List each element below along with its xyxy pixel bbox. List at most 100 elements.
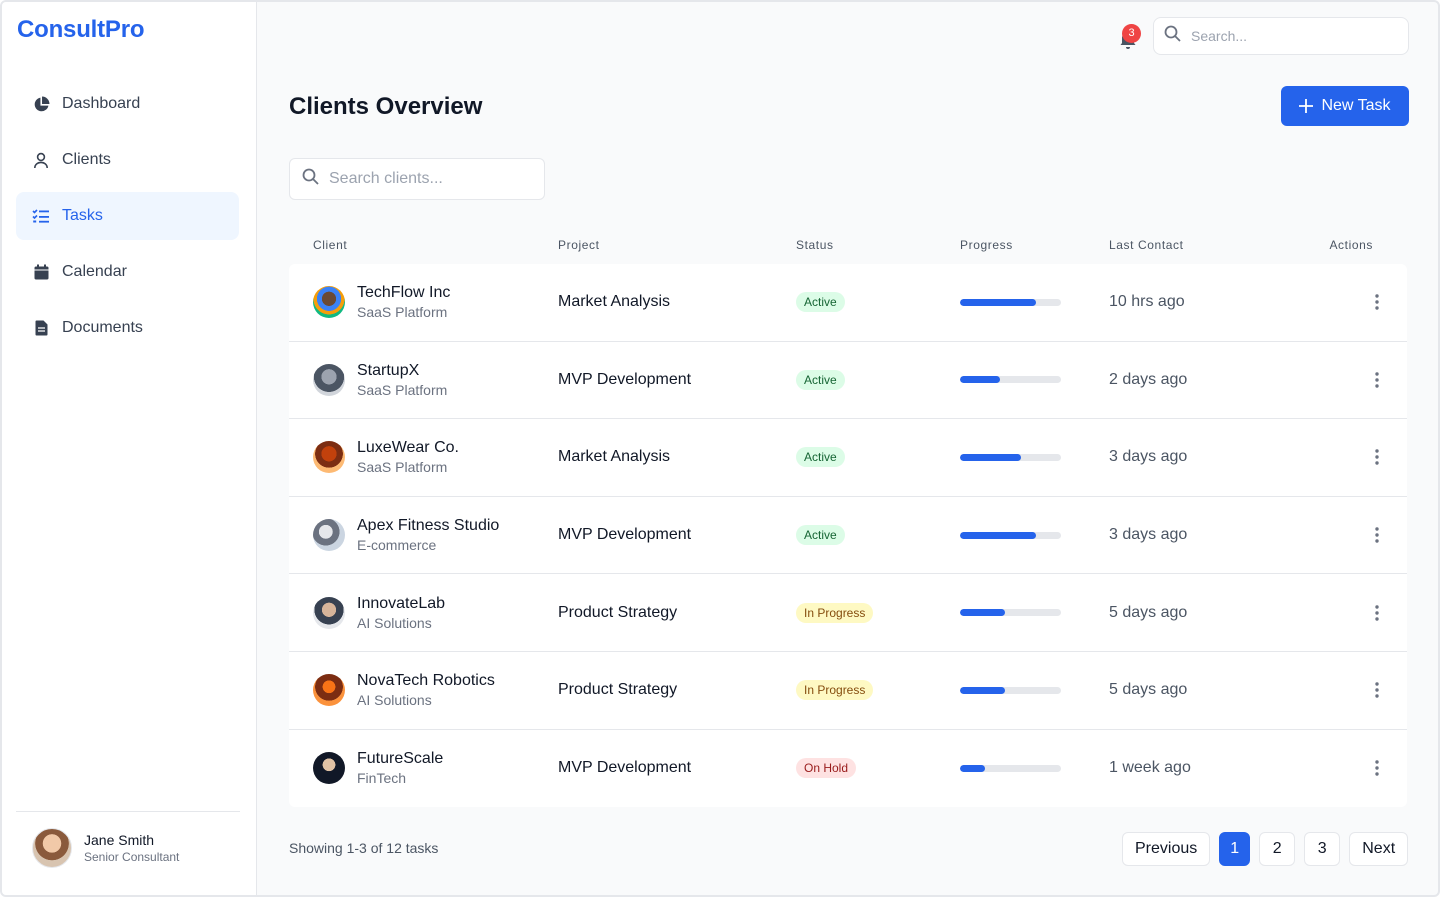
more-options-icon[interactable]	[1367, 292, 1387, 312]
client-name[interactable]: Apex Fitness Studio	[357, 517, 500, 535]
actions-cell	[1319, 292, 1407, 312]
progress-bar-fill	[960, 764, 986, 772]
status-cell: Active	[796, 447, 960, 468]
search-icon	[302, 168, 319, 190]
status-badge: Active	[796, 292, 845, 313]
client-name[interactable]: InnovateLab	[357, 594, 446, 612]
client-name[interactable]: FutureScale	[357, 750, 444, 768]
progress-cell	[960, 531, 1109, 539]
avatar	[313, 363, 345, 396]
table-row[interactable]: TechFlow Inc SaaS Platform Market Analys…	[289, 264, 1407, 342]
new-task-button[interactable]: New Task	[1281, 86, 1409, 126]
sidebar-divider	[16, 811, 240, 812]
actions-cell	[1319, 370, 1407, 390]
column-header-progress[interactable]: Progress	[960, 238, 1013, 252]
more-options-icon[interactable]	[1367, 603, 1387, 623]
sidebar: ConsultPro Dashboard Clients Tasks	[2, 2, 257, 895]
user-profile[interactable]: Jane Smith Senior Consultant	[32, 828, 179, 868]
progress-cell	[960, 686, 1109, 694]
progress-cell	[960, 376, 1109, 384]
status-badge: In Progress	[796, 602, 874, 623]
sidebar-nav: Dashboard Clients Tasks Calendar	[16, 80, 239, 360]
pie-chart-icon	[32, 95, 50, 113]
page-button-1[interactable]: 1	[1219, 832, 1251, 866]
progress-bar-fill	[960, 453, 1021, 461]
client-type: SaaS Platform	[357, 459, 448, 476]
sidebar-item-dashboard[interactable]: Dashboard	[16, 80, 239, 128]
client-name[interactable]: StartupX	[357, 361, 420, 379]
client-name[interactable]: NovaTech Robotics	[357, 672, 495, 690]
status-cell: Active	[796, 525, 960, 546]
progress-bar-fill	[960, 531, 1036, 539]
sidebar-item-tasks[interactable]: Tasks	[16, 192, 239, 240]
client-name[interactable]: LuxeWear Co.	[357, 439, 459, 457]
table-row[interactable]: LuxeWear Co. SaaS Platform Market Analys…	[289, 419, 1407, 497]
client-type: AI Solutions	[357, 614, 432, 631]
next-page-button[interactable]: Next	[1349, 832, 1409, 866]
user-role: Senior Consultant	[84, 850, 180, 864]
client-search-input[interactable]	[329, 170, 539, 188]
client-search	[289, 158, 545, 200]
table-row[interactable]: Apex Fitness Studio E-commerce MVP Devel…	[289, 497, 1407, 575]
actions-cell	[1319, 525, 1407, 545]
avatar	[313, 674, 345, 707]
more-options-icon[interactable]	[1367, 525, 1387, 545]
more-options-icon[interactable]	[1367, 370, 1387, 390]
table-row[interactable]: FutureScale FinTech MVP Development On H…	[289, 730, 1407, 808]
status-cell: In Progress	[796, 680, 960, 701]
client-type: FinTech	[357, 770, 407, 787]
pagination-summary: Showing 1-3 of 12 tasks	[289, 840, 439, 856]
progress-bar-fill	[960, 376, 1001, 384]
column-header-client[interactable]: Client	[313, 238, 348, 252]
progress-bar	[960, 609, 1061, 617]
project-cell: Product Strategy	[558, 681, 678, 699]
last-contact-cell: 10 hrs ago	[1109, 293, 1185, 311]
status-badge: Active	[796, 369, 845, 390]
project-cell: Product Strategy	[558, 603, 678, 621]
clients-table: Client Project Status Progress Last Cont…	[289, 226, 1407, 808]
last-contact-cell: 3 days ago	[1109, 448, 1188, 466]
client-name[interactable]: TechFlow Inc	[357, 284, 451, 302]
more-options-icon[interactable]	[1367, 680, 1387, 700]
client-type: SaaS Platform	[357, 381, 448, 398]
column-header-last-contact[interactable]: Last Contact	[1109, 238, 1184, 252]
column-header-actions: Actions	[1329, 238, 1373, 252]
sidebar-item-label: Dashboard	[62, 95, 141, 112]
progress-bar	[960, 298, 1061, 306]
sidebar-item-calendar[interactable]: Calendar	[16, 248, 239, 296]
progress-cell	[960, 298, 1109, 306]
project-cell: MVP Development	[558, 370, 692, 388]
brand-logo[interactable]: ConsultPro	[17, 16, 145, 43]
project-cell: MVP Development	[558, 526, 692, 544]
more-options-icon[interactable]	[1367, 758, 1387, 778]
last-contact-cell: 1 week ago	[1109, 759, 1191, 777]
column-header-status[interactable]: Status	[796, 238, 834, 252]
status-badge: Active	[796, 447, 845, 468]
client-cell: FutureScale FinTech	[289, 749, 558, 787]
avatar	[32, 828, 72, 868]
previous-page-button[interactable]: Previous	[1122, 832, 1211, 866]
last-contact-cell: 5 days ago	[1109, 603, 1188, 621]
client-cell: NovaTech Robotics AI Solutions	[289, 671, 558, 709]
sidebar-item-documents[interactable]: Documents	[16, 304, 239, 352]
status-cell: On Hold	[796, 758, 960, 779]
global-search-input[interactable]	[1191, 28, 1391, 44]
page-button-2[interactable]: 2	[1259, 832, 1296, 866]
column-header-project[interactable]: Project	[558, 238, 600, 252]
status-badge: Active	[796, 525, 845, 546]
table-row[interactable]: StartupX SaaS Platform MVP Development A…	[289, 342, 1407, 420]
project-cell: Market Analysis	[558, 448, 671, 466]
page-button-3[interactable]: 3	[1304, 832, 1341, 866]
global-search	[1153, 17, 1409, 55]
avatar	[313, 752, 345, 785]
actions-cell	[1319, 680, 1407, 700]
document-icon	[32, 319, 50, 337]
client-cell: TechFlow Inc SaaS Platform	[289, 283, 558, 321]
user-icon	[32, 151, 50, 169]
table-row[interactable]: InnovateLab AI Solutions Product Strateg…	[289, 574, 1407, 652]
more-options-icon[interactable]	[1367, 447, 1387, 467]
table-row[interactable]: NovaTech Robotics AI Solutions Product S…	[289, 652, 1407, 730]
sidebar-item-label: Tasks	[62, 207, 103, 224]
sidebar-item-clients[interactable]: Clients	[16, 136, 239, 184]
